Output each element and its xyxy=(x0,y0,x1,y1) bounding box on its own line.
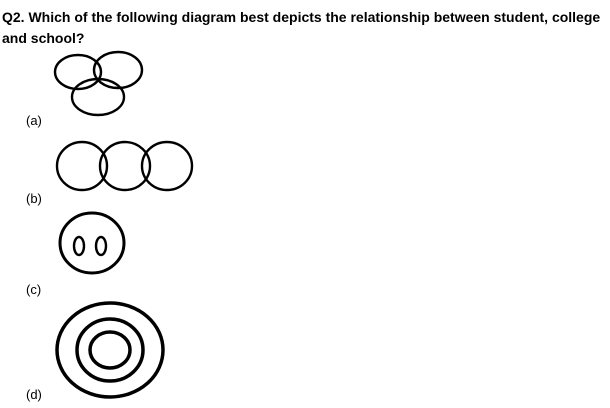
circle-d-middle xyxy=(75,317,145,383)
circle-b-middle xyxy=(98,140,152,192)
circle-d-outer xyxy=(55,301,165,399)
oval-c-inner-right xyxy=(94,235,108,257)
circle-b-left xyxy=(55,140,109,192)
option-c-label: (c) xyxy=(26,282,42,297)
diagram-d-concentric-circles xyxy=(55,301,165,399)
oval-c-inner-left xyxy=(72,235,86,257)
diagram-c-ovals-inside-oval xyxy=(58,211,126,275)
circle-a-bottom xyxy=(70,77,126,117)
oval-c-outer xyxy=(58,211,126,275)
diagram-a-overlapping-circles xyxy=(53,50,144,117)
option-d-label: (d) xyxy=(26,387,42,402)
option-b-label: (b) xyxy=(26,191,42,206)
circle-a-left xyxy=(53,53,103,91)
question-text: Q2. Which of the following diagram best … xyxy=(2,9,601,46)
option-a-label: (a) xyxy=(26,113,42,128)
circle-b-right xyxy=(140,140,194,192)
circle-a-right xyxy=(92,50,144,90)
circle-d-inner xyxy=(88,330,132,370)
diagram-b-circles-row xyxy=(55,140,194,192)
